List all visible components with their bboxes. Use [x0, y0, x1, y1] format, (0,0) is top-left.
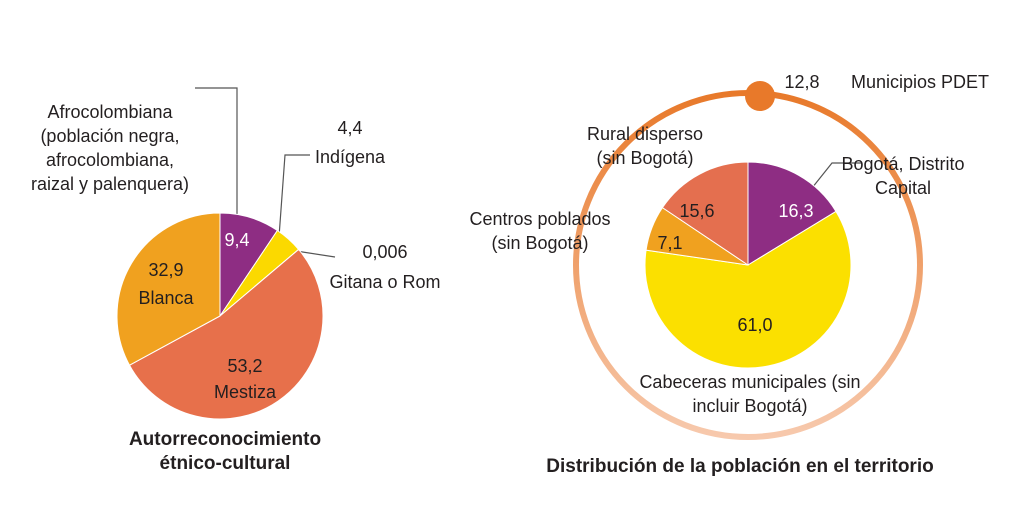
pie-slice [128, 248, 324, 420]
slice-label: Gitana o Rom [329, 272, 441, 292]
chart-title: Distribución de la población en el terri… [546, 456, 934, 477]
value-label: 53,2 [227, 356, 263, 376]
slice-label: Bogotá, Distrito Capital [841, 154, 965, 198]
pie-slice [661, 161, 749, 266]
leader-line [278, 154, 310, 238]
pie-slice [644, 210, 852, 369]
slice-label: Centros poblados (sin Bogotá) [469, 209, 611, 253]
slice-label: Blanca [138, 288, 194, 308]
leader-line [811, 162, 862, 189]
pdet-marker [745, 81, 775, 111]
slice-label: Rural disperso (sin Bogotá) [586, 124, 704, 168]
value-label: 4,4 [337, 118, 363, 138]
slice-label: Cabeceras municipales (sin incluir Bogot… [639, 372, 861, 416]
value-label: 9,4 [224, 230, 250, 250]
slice-label: Indígena [314, 147, 386, 167]
pie-slice [747, 161, 837, 266]
annotation-label: Municipios PDET [850, 72, 990, 92]
value-label: 16,3 [778, 201, 814, 221]
slice-label: Afrocolombiana (población negra, afrocol… [30, 102, 190, 194]
value-label: 32,9 [148, 260, 184, 280]
leader-line [195, 87, 238, 218]
chart-title: Autorreconocimiento étnico-cultural [128, 429, 322, 474]
leader-line [295, 250, 336, 258]
pie-slice [116, 212, 221, 366]
value-label: 15,6 [679, 201, 715, 221]
value-label: 61,0 [737, 315, 773, 335]
slice-label: Mestiza [213, 382, 276, 402]
annotation-value: 12,8 [784, 72, 820, 92]
value-label: 7,1 [657, 233, 683, 253]
value-label: 0,006 [362, 242, 408, 262]
